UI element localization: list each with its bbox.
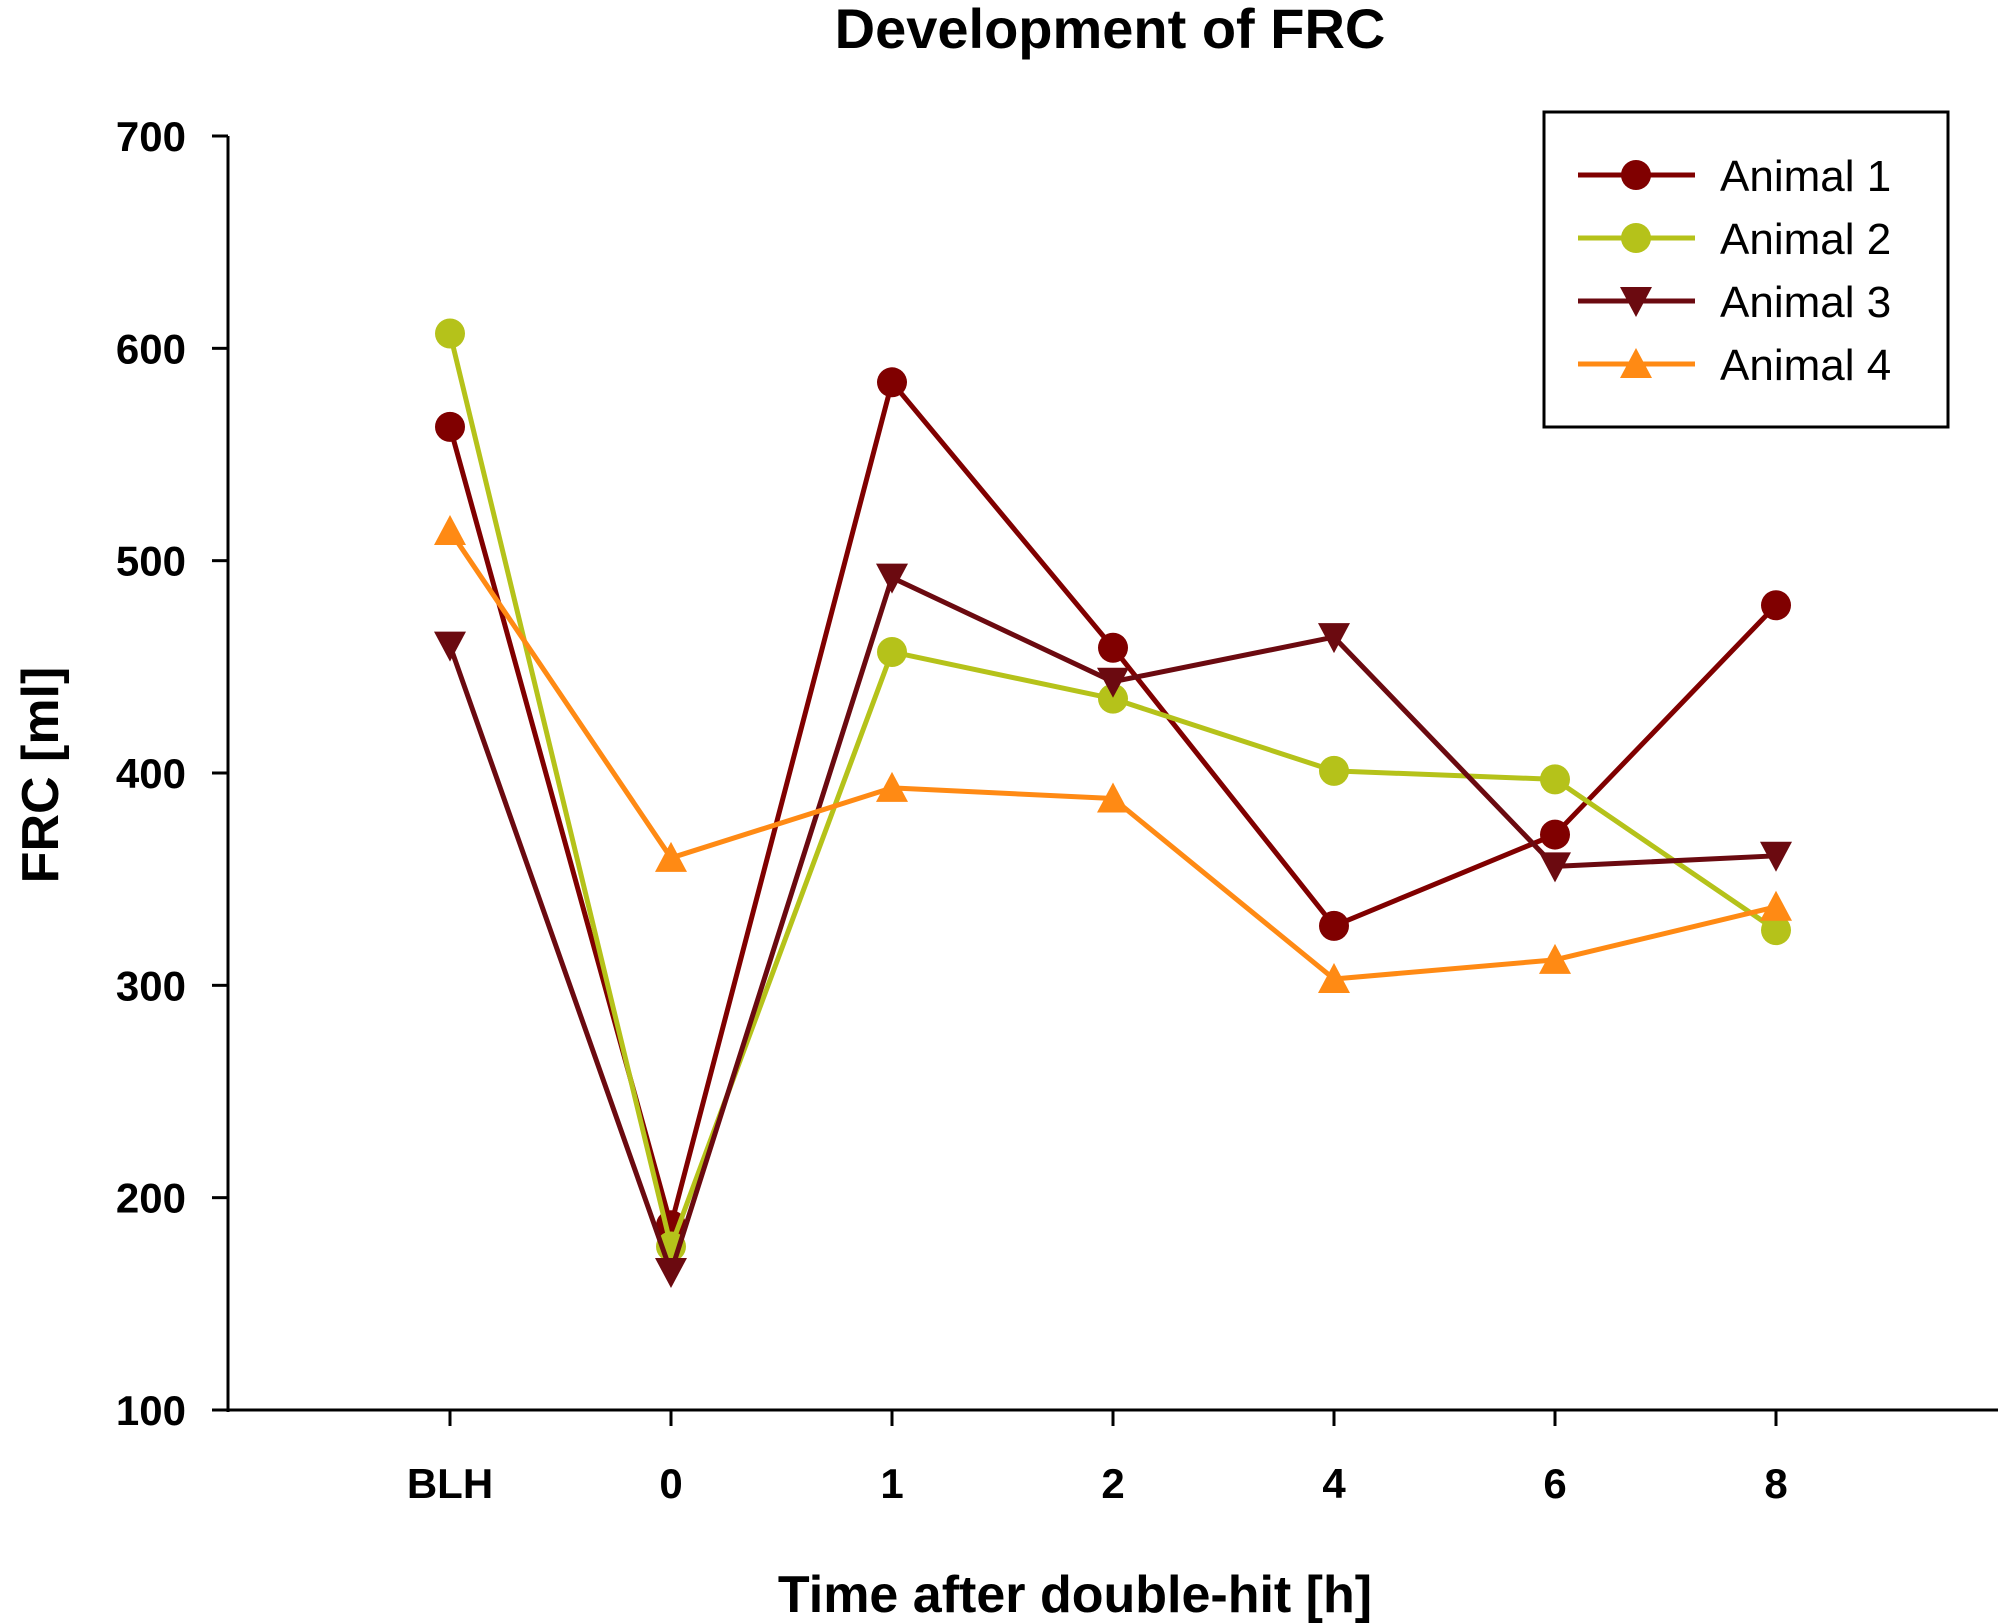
- data-point: [655, 841, 687, 872]
- data-point: [1761, 915, 1791, 946]
- data-point: [876, 771, 908, 802]
- legend-marker: [1620, 348, 1652, 378]
- data-point: [1097, 667, 1129, 698]
- data-point: [1760, 890, 1792, 921]
- data-point: [1318, 623, 1350, 654]
- x-ticks: BLH 0 1 2 4 6 8: [407, 1410, 1788, 1507]
- data-point: [1539, 943, 1571, 974]
- legend-items: Animal 1 Animal 2 Animal 3 Animal 4: [1578, 152, 1891, 390]
- legend-item: Animal 1: [1578, 152, 1891, 201]
- data-point: [1319, 910, 1349, 941]
- legend-marker: [1621, 223, 1651, 253]
- legend-label: Animal 2: [1720, 215, 1891, 264]
- legend-marker: [1621, 160, 1651, 190]
- x-tick-label: 0: [659, 1460, 682, 1507]
- legend-box: [1542, 110, 1950, 429]
- chart-title: Development of FRC: [835, 0, 1386, 60]
- legend-item: Animal 3: [1578, 278, 1891, 327]
- series-1: [435, 367, 1791, 1241]
- y-tick-label: 400: [116, 750, 186, 797]
- y-tick-label: 200: [116, 1175, 186, 1222]
- data-point: [877, 367, 907, 398]
- x-axis-label: Time after double-hit [h]: [778, 1566, 1372, 1624]
- data-point: [877, 636, 907, 667]
- legend-item: Animal 4: [1578, 341, 1891, 390]
- y-ticks: 100 200 300 400 500 600 700: [116, 113, 228, 1434]
- data-point: [1761, 590, 1791, 621]
- data-point: [434, 514, 466, 545]
- legend: Animal 1 Animal 2 Animal 3 Animal 4: [1542, 110, 1950, 429]
- data-point: [435, 411, 465, 442]
- series-3: [434, 563, 1792, 1288]
- data-point: [1097, 782, 1129, 813]
- series-2: [435, 318, 1791, 1262]
- data-point: [1319, 755, 1349, 786]
- x-tick-label: 6: [1543, 1460, 1566, 1507]
- x-tick-label: BLH: [407, 1460, 493, 1507]
- y-tick-label: 700: [116, 113, 186, 160]
- data-point: [1540, 764, 1570, 795]
- data-point: [1540, 819, 1570, 850]
- x-tick-label: 4: [1322, 1460, 1346, 1507]
- data-point: [1760, 841, 1792, 872]
- legend-marker: [1620, 287, 1652, 317]
- y-tick-label: 300: [116, 962, 186, 1009]
- legend-label: Animal 1: [1720, 152, 1891, 201]
- series-4: [434, 514, 1792, 993]
- y-tick-label: 600: [116, 325, 186, 372]
- data-point: [434, 631, 466, 662]
- y-tick-label: 500: [116, 538, 186, 585]
- legend-label: Animal 3: [1720, 278, 1891, 327]
- legend-item: Animal 2: [1578, 215, 1891, 264]
- data-point: [435, 318, 465, 349]
- data-point: [876, 563, 908, 594]
- series-layer: [434, 318, 1792, 1288]
- y-axis-label: FRC [ml]: [12, 667, 70, 884]
- data-point: [1318, 962, 1350, 993]
- data-point: [1098, 683, 1128, 714]
- x-tick-label: 1: [880, 1460, 903, 1507]
- data-point: [1098, 632, 1128, 663]
- y-tick-label: 100: [116, 1387, 186, 1434]
- data-point: [1539, 852, 1571, 883]
- series-line: [447, 529, 1777, 982]
- legend-label: Animal 4: [1720, 341, 1891, 390]
- x-tick-label: 8: [1764, 1460, 1787, 1507]
- x-tick-label: 2: [1101, 1460, 1124, 1507]
- data-point: [655, 1257, 687, 1288]
